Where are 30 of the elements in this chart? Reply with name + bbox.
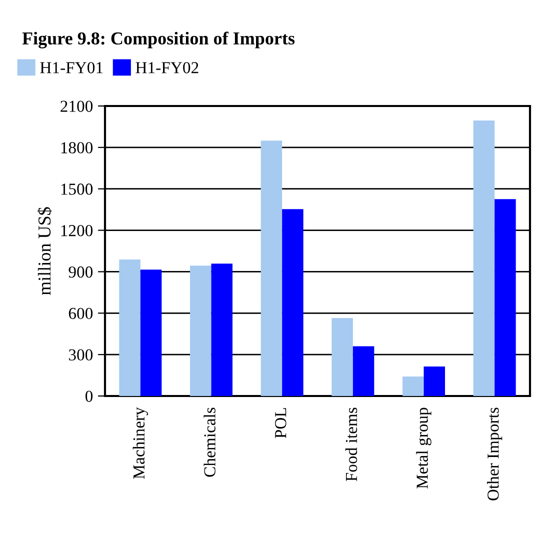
bar bbox=[119, 260, 140, 396]
bar bbox=[402, 376, 424, 396]
x-tick-label: Metal group bbox=[416, 408, 432, 489]
bar bbox=[140, 270, 162, 396]
x-tick-label: Other Imports bbox=[487, 408, 502, 500]
bar bbox=[494, 199, 516, 396]
y-tick-label: 300 bbox=[68, 349, 93, 361]
chart-title: Figure 9.8: Composition of Imports bbox=[22, 32, 295, 48]
bar bbox=[282, 209, 304, 396]
x-tick-label: Chemicals bbox=[204, 408, 216, 477]
y-tick-label: 900 bbox=[68, 266, 93, 278]
bar bbox=[424, 366, 445, 396]
y-axis-title: million US$ bbox=[37, 207, 52, 296]
bar bbox=[260, 140, 282, 396]
bar bbox=[211, 264, 232, 396]
legend-label: H1-FY02 bbox=[136, 62, 198, 74]
y-tick-label: 1800 bbox=[61, 142, 93, 154]
bar bbox=[190, 266, 212, 396]
y-tick-label: 2100 bbox=[60, 100, 93, 112]
y-tick-label: 0 bbox=[85, 390, 93, 402]
x-tick-label: Machinery bbox=[132, 407, 148, 479]
x-tick-label: Food items bbox=[345, 408, 358, 482]
y-tick-label: 1200 bbox=[61, 224, 93, 236]
y-tick-label: 1500 bbox=[61, 184, 93, 195]
bar bbox=[332, 318, 353, 396]
y-tick-label: 600 bbox=[68, 308, 93, 320]
bar bbox=[473, 120, 495, 396]
legend-label: H1-FY01 bbox=[40, 62, 103, 74]
bar bbox=[352, 346, 374, 396]
x-tick-label: POL bbox=[275, 408, 286, 438]
